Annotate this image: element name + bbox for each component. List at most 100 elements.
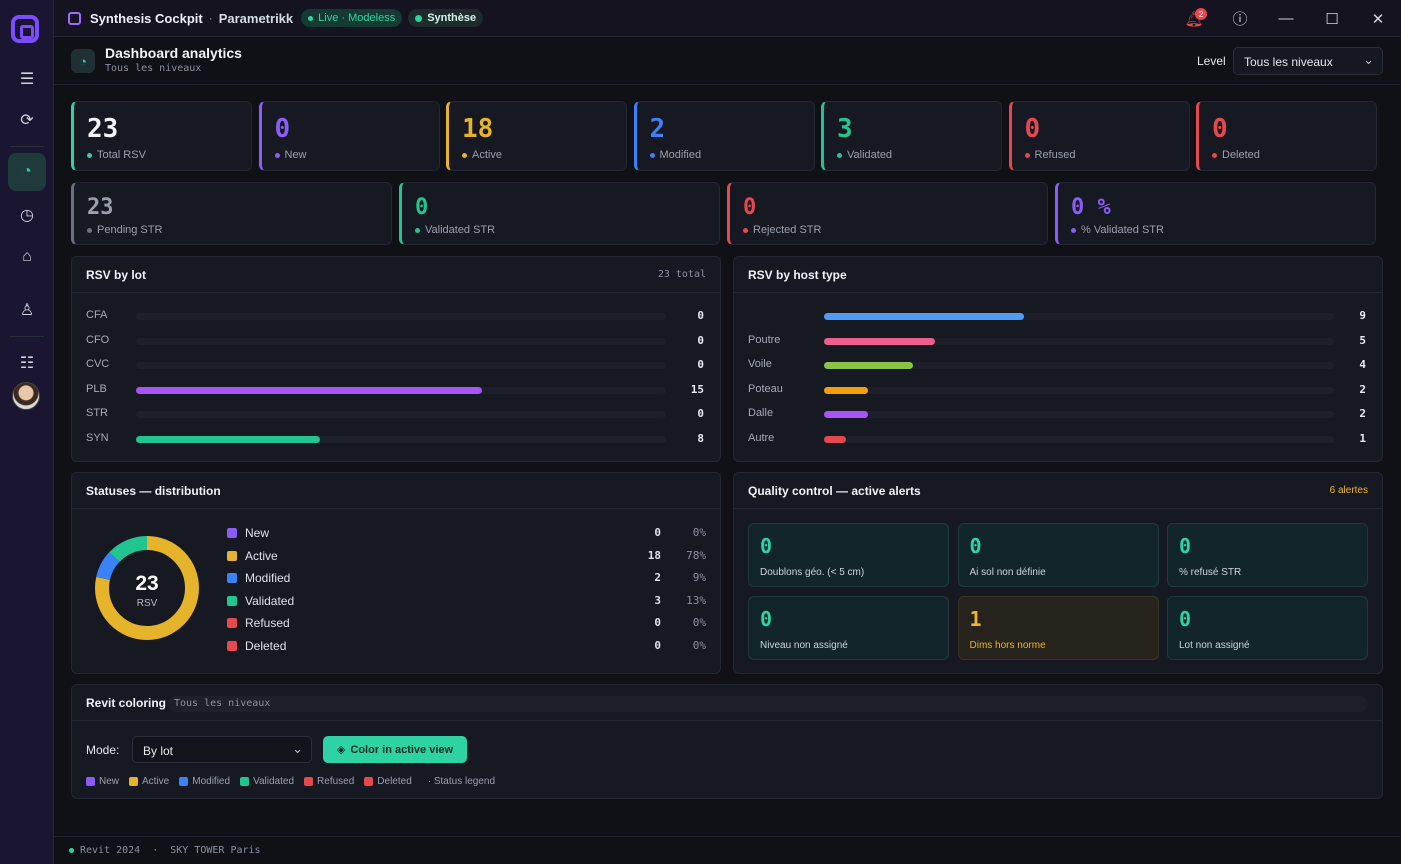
stat-label-text: Validated STR	[425, 224, 496, 236]
alert-value: 0	[760, 534, 773, 558]
alert-card[interactable]: 1 Dims hors norme	[957, 596, 1159, 660]
legend-name: Refused	[245, 616, 290, 631]
org-name: Parametrikk	[218, 10, 294, 26]
stat-card[interactable]: 0 Refused	[1008, 101, 1190, 171]
status-legend-note: · Status legend	[427, 776, 496, 787]
live-dot-icon	[308, 15, 314, 21]
list-icon[interactable]: ☰	[19, 71, 35, 88]
legend-row: Modified 2 9%	[227, 571, 706, 585]
bar-track	[136, 411, 666, 419]
level-label: Level	[1197, 54, 1226, 68]
stat-value: 0 %	[1071, 195, 1111, 220]
color-in-active-view-button[interactable]: ◈ Color in active view	[323, 736, 467, 763]
status-dot-icon	[415, 227, 420, 233]
stat-value: 0	[1024, 114, 1041, 144]
alert-card[interactable]: 0 Lot non assigné	[1167, 596, 1368, 660]
status-dot-icon	[649, 152, 655, 158]
bar-row: PLB 15	[86, 383, 706, 397]
mode-select[interactable]: By lot ⌄	[132, 736, 312, 763]
stat-card[interactable]: 0 Rejected STR	[727, 182, 1048, 245]
stat-card[interactable]: 0 Deleted	[1196, 101, 1377, 171]
alert-card[interactable]: 0 Ai sol non définie	[957, 523, 1159, 587]
status-dot-icon	[87, 227, 92, 233]
donut-center-value: 23	[135, 572, 158, 595]
page-subtitle: Tous les niveaux	[105, 63, 202, 74]
bar-row: Voile 4	[748, 358, 1368, 372]
alert-value: 1	[969, 607, 982, 631]
stat-label: Validated	[837, 149, 892, 161]
stat-value: 2	[649, 114, 666, 144]
legend-percent: 0%	[692, 616, 706, 630]
bar-label: PLB	[86, 382, 107, 395]
user-icon[interactable]: ♙	[19, 302, 35, 319]
status-distribution-panel: Statuses — distribution 23 RSV New 0 0% Act…	[71, 472, 721, 674]
clock-icon[interactable]: ◷	[20, 207, 34, 224]
legend-percent: 13%	[686, 593, 706, 607]
status-dot-icon	[462, 152, 467, 158]
bar-label: STR	[86, 407, 108, 420]
legend-count: 0	[654, 639, 661, 652]
dashboard-icon[interactable]: ◔	[8, 153, 46, 191]
stat-card[interactable]: 18 Active	[446, 101, 627, 171]
mini-legend-swatch	[304, 777, 314, 786]
panel-header: RSV by host type	[734, 257, 1382, 293]
close-button[interactable]: ✕	[1355, 0, 1401, 37]
status-separator: ·	[152, 845, 159, 856]
bar-row: CFO 0	[86, 334, 706, 348]
stat-card[interactable]: 3 Validated	[821, 101, 1002, 171]
bar-fill	[824, 436, 847, 443]
bar-fill	[136, 386, 482, 394]
minimize-icon: —	[1278, 10, 1294, 27]
stat-label-text: % Validated STR	[1081, 224, 1164, 236]
status-donut-chart: 23 RSV	[95, 536, 199, 640]
bar-fill	[824, 411, 869, 419]
stat-card[interactable]: 0 % % Validated STR	[1055, 182, 1376, 245]
stat-card[interactable]: 23 Total RSV	[71, 101, 252, 171]
avatar[interactable]	[12, 382, 40, 410]
close-icon: ✕	[1371, 10, 1385, 28]
notifications-button[interactable]: 🔔︎ 2	[1171, 0, 1217, 37]
bar-value: 1	[1359, 432, 1366, 445]
bar-fill	[136, 436, 321, 443]
alert-card[interactable]: 0 Doublons géo. (< 5 cm)	[748, 523, 949, 587]
alert-card[interactable]: 0 % refusé STR	[1167, 523, 1368, 587]
help-button[interactable]: ⓘ	[1217, 0, 1263, 37]
mini-legend-item: Refused	[304, 776, 354, 787]
stat-label-text: Total RSV	[97, 149, 146, 161]
alert-count: 6 alertes	[1329, 485, 1368, 496]
stat-value: 0	[743, 195, 757, 220]
synthese-pill[interactable]: Synthèse	[408, 9, 484, 27]
stat-card[interactable]: 2 Modified	[633, 101, 815, 171]
panel-title: Statuses — distribution	[86, 484, 221, 498]
bar-row: CVC 0	[86, 358, 706, 372]
legend-row: New 0 0%	[227, 526, 706, 540]
stat-label-text: Active	[472, 149, 502, 161]
panel-header: Quality control — active alerts 6 alerte…	[734, 473, 1382, 509]
legend-name: Deleted	[245, 639, 287, 653]
level-select[interactable]: Tous les niveaux ⌄	[1233, 47, 1383, 75]
mini-legend-swatch	[364, 777, 374, 786]
bar-row: SYN 8	[86, 432, 706, 446]
panel-header: Statuses — distribution	[72, 473, 720, 509]
bar-track	[824, 436, 1334, 443]
bar-track	[824, 362, 1334, 370]
refresh-icon[interactable]: ⟳	[20, 112, 34, 129]
stat-label: New	[274, 149, 307, 161]
export-icon[interactable]: ⌂	[22, 248, 32, 265]
legend-count: 3	[654, 593, 661, 607]
maximize-button[interactable]: ☐	[1309, 0, 1355, 37]
status-dot-icon	[1212, 152, 1217, 158]
bar-label: CFA	[86, 309, 108, 321]
stat-card[interactable]: 0 Validated STR	[399, 182, 720, 245]
sliders-icon[interactable]: ☷	[19, 355, 35, 372]
minimize-button[interactable]: —	[1263, 0, 1309, 37]
bar-label: CFO	[86, 333, 110, 346]
stat-card[interactable]: 0 New	[258, 101, 440, 171]
stat-label-text: Validated	[847, 149, 893, 161]
chevron-down-icon: ⌄	[292, 741, 303, 756]
panel-title: RSV by host type	[748, 268, 847, 282]
alert-card[interactable]: 0 Niveau non assigné	[748, 596, 949, 660]
stat-card[interactable]: 23 Pending STR	[71, 182, 392, 245]
bar-label: Voile	[748, 358, 772, 371]
mini-legend-label: Validated	[253, 776, 295, 787]
